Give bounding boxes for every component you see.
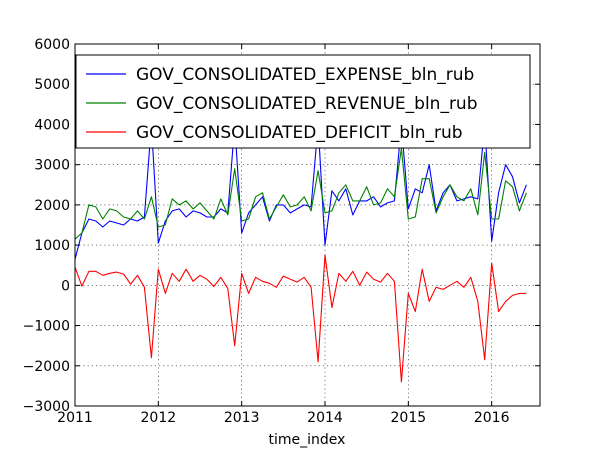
y-tick-label: 2000	[34, 198, 70, 214]
gov-consolidated-revenue-bln-rub-line	[75, 148, 527, 240]
x-tick-label: 2011	[57, 410, 93, 426]
gov-consolidated-deficit-bln-rub-line	[75, 254, 527, 383]
y-tick-label: 1000	[34, 238, 70, 254]
y-tick-label: 4000	[34, 117, 70, 133]
x-tick-label: 2012	[141, 410, 177, 426]
y-tick-label: 3000	[34, 158, 70, 174]
y-tick-label: 0	[61, 278, 70, 294]
y-tick-label: −3000	[23, 399, 70, 415]
legend-label-gov-consolidated-revenue-bln-rub: GOV_CONSOLIDATED_REVENUE_bln_rub	[136, 94, 478, 114]
x-tick-label: 2015	[391, 410, 427, 426]
legend-label-gov-consolidated-expense-bln-rub: GOV_CONSOLIDATED_EXPENSE_bln_rub	[136, 65, 474, 85]
y-tick-label: 5000	[34, 77, 70, 93]
y-tick-label: −1000	[23, 319, 70, 335]
x-axis-title: time_index	[269, 432, 346, 448]
legend: GOV_CONSOLIDATED_EXPENSE_bln_rub GOV_CONS…	[75, 54, 531, 149]
x-tick-label: 2013	[224, 410, 260, 426]
legend-box	[75, 54, 531, 149]
y-tick-label: −2000	[23, 359, 70, 375]
plot-frame	[74, 43, 541, 407]
x-tick-label: 2016	[474, 410, 510, 426]
legend-label-gov-consolidated-deficit-bln-rub: GOV_CONSOLIDATED_DEFICIT_bln_rub	[136, 123, 463, 143]
tick-labels: 2011 2012 2013 2014 2015 2016 −3000 −2000 −1000 0…	[23, 37, 510, 426]
x-tick-label: 2014	[307, 410, 343, 426]
y-tick-label: 6000	[34, 37, 70, 53]
